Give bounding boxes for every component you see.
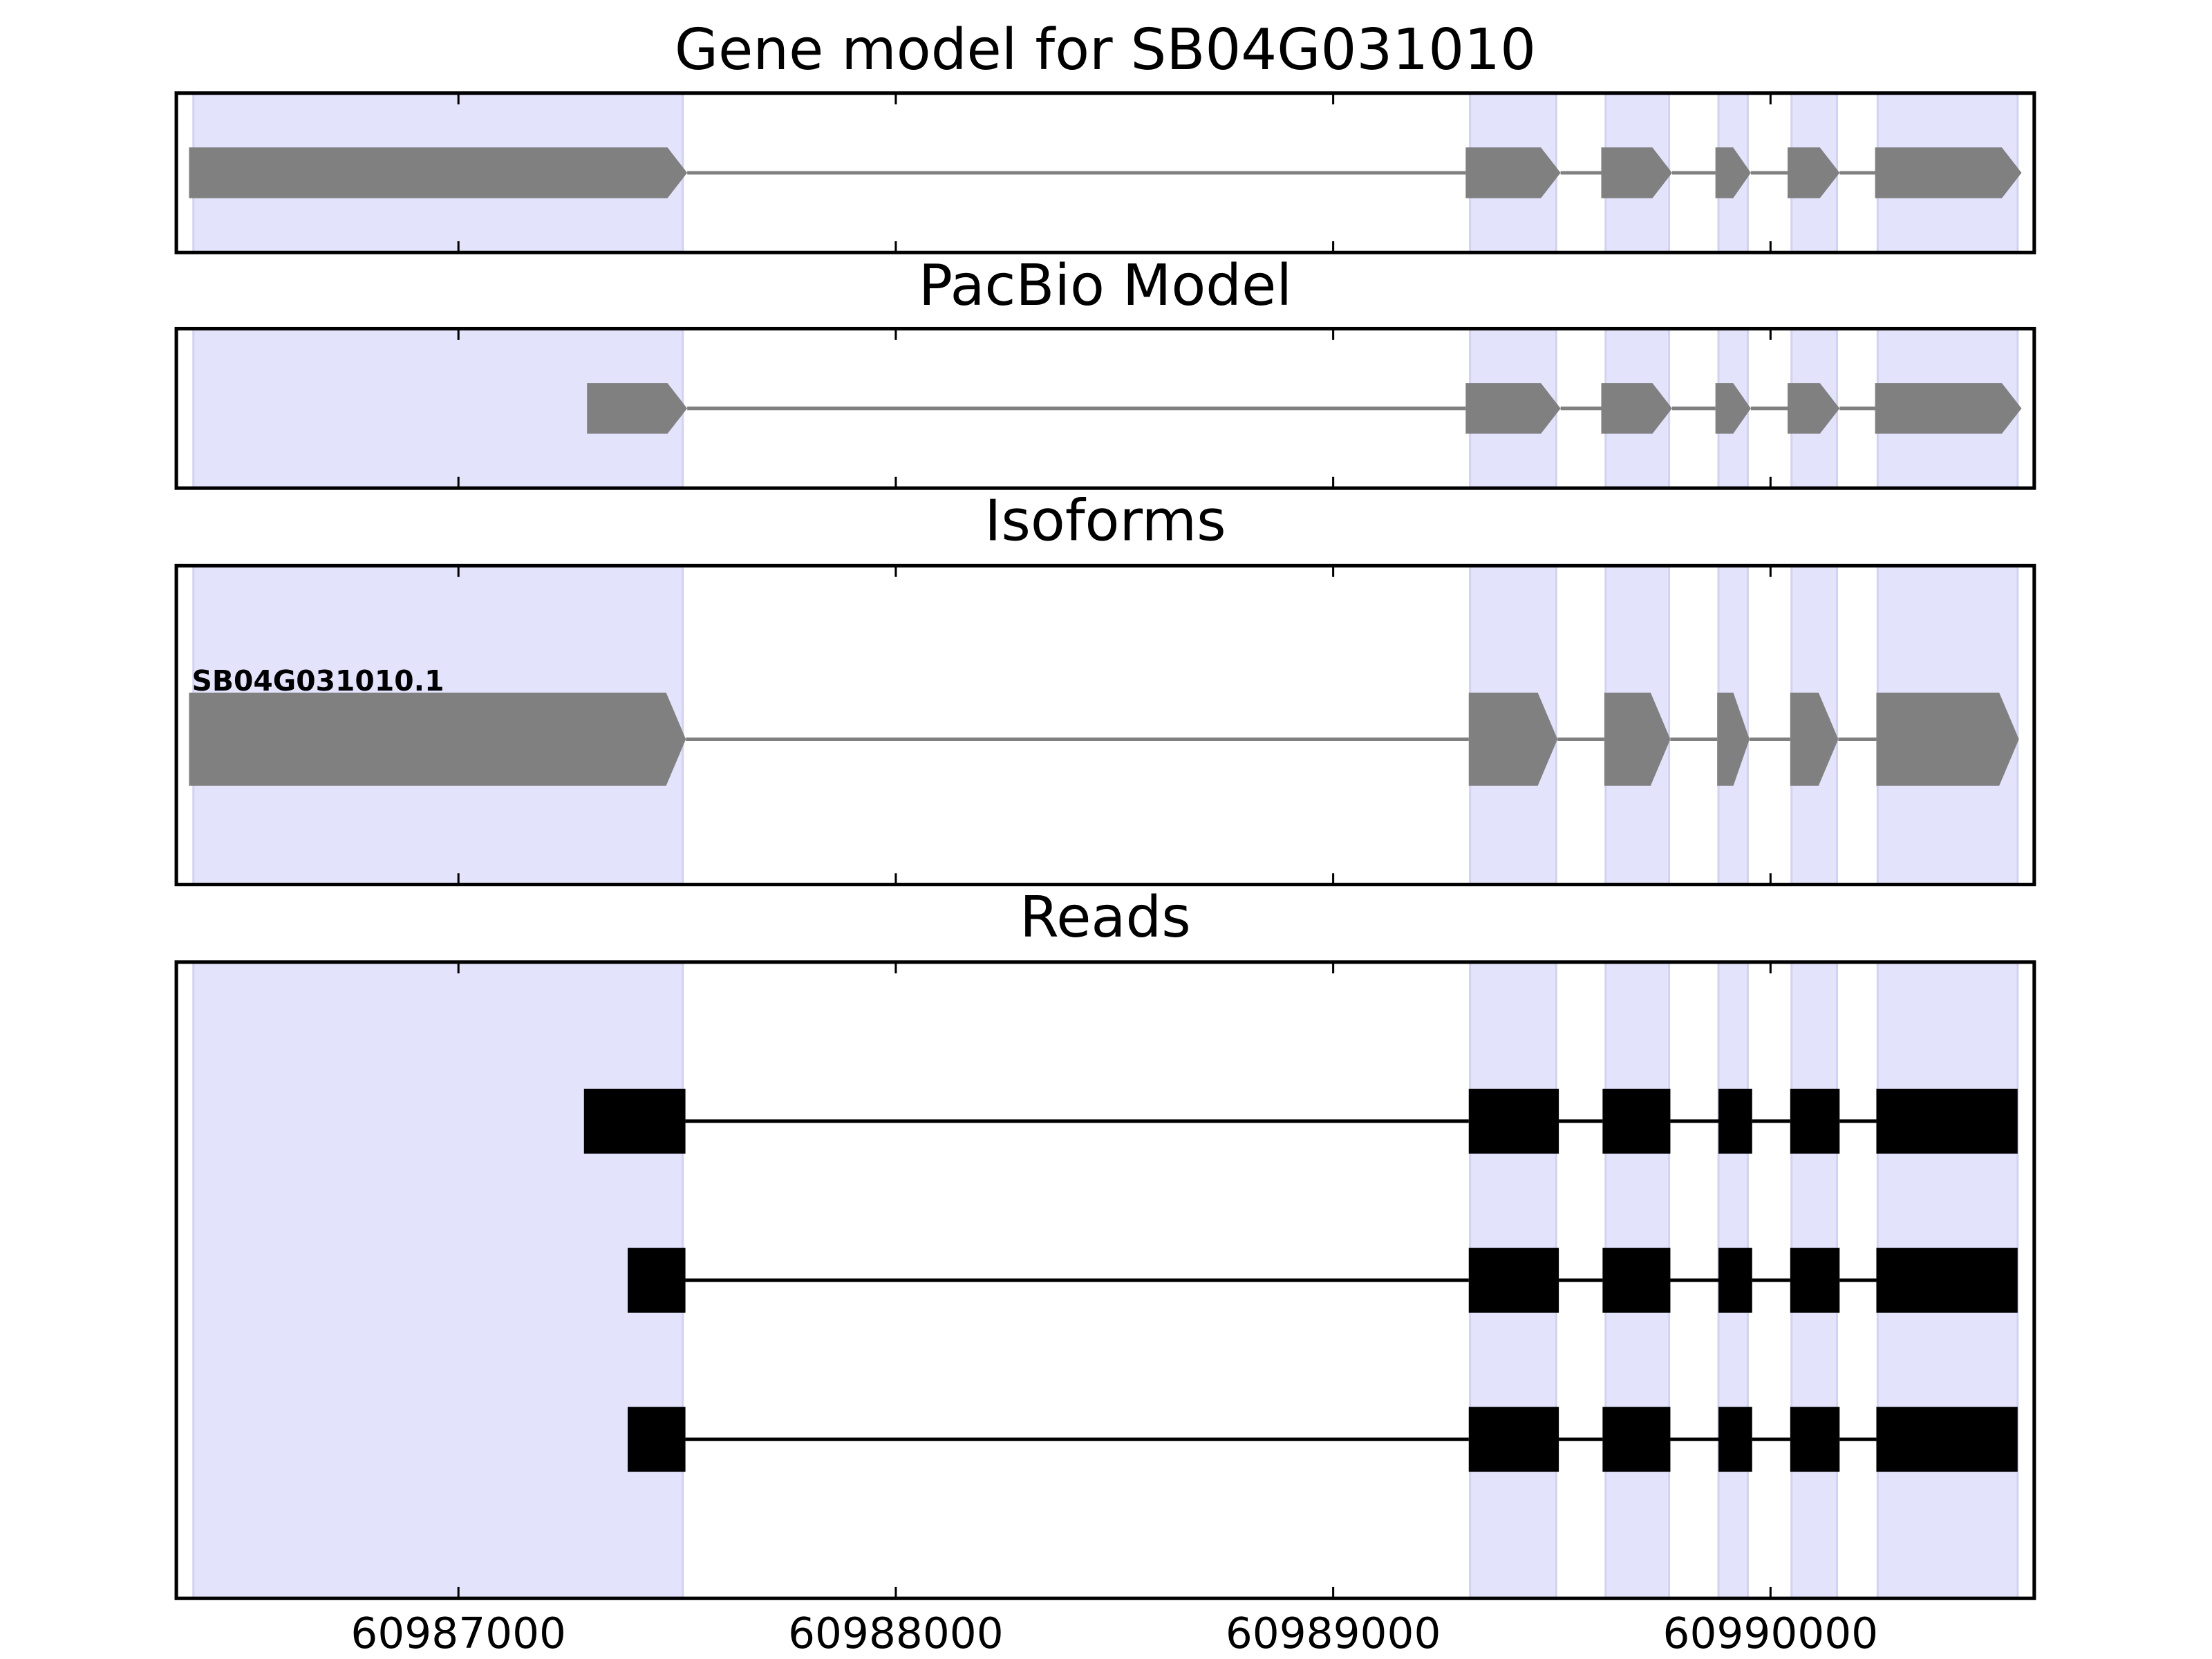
exon <box>1876 1089 2018 1154</box>
exon <box>1717 693 1750 786</box>
exon <box>1876 693 2019 786</box>
exon <box>1602 1089 1671 1154</box>
exon <box>1601 147 1672 198</box>
exon <box>1718 1248 1752 1313</box>
exon <box>1601 383 1672 434</box>
exon <box>1790 1407 1840 1472</box>
panel-title: PacBio Model <box>919 253 1292 319</box>
panel-title: Isoforms <box>984 489 1226 554</box>
exon <box>1465 147 1561 198</box>
exon <box>1602 1248 1671 1313</box>
exon <box>1718 1407 1752 1472</box>
exon <box>1788 383 1840 434</box>
exon <box>1468 1248 1559 1313</box>
panel-title: Reads <box>1020 885 1191 950</box>
exon <box>1875 147 2022 198</box>
x-tick-label: 60987000 <box>350 1609 566 1658</box>
x-tick-label: 60989000 <box>1226 1609 1441 1658</box>
x-tick-label: 60988000 <box>788 1609 1004 1658</box>
highlight-region <box>192 961 684 1600</box>
exon <box>1468 1407 1559 1472</box>
exon <box>587 383 688 434</box>
panel-frame <box>174 563 2036 887</box>
panel-frame <box>174 960 2036 1600</box>
exon <box>583 1089 686 1154</box>
exon <box>189 693 686 786</box>
exon <box>628 1248 686 1313</box>
exon <box>1790 1248 1840 1313</box>
exon <box>1790 1089 1840 1154</box>
exon <box>1468 693 1558 786</box>
exon <box>628 1407 686 1472</box>
panel-title: Gene model for SB04G031010 <box>675 17 1536 83</box>
exon <box>1875 383 2022 434</box>
exon <box>1465 383 1561 434</box>
exon <box>1876 1248 2018 1313</box>
exon <box>1468 1089 1559 1154</box>
exon <box>1876 1407 2018 1472</box>
exon <box>189 147 688 198</box>
panel-frame <box>174 91 2036 254</box>
panel-frame <box>174 326 2036 490</box>
exon <box>1718 1089 1752 1154</box>
exon <box>1602 1407 1671 1472</box>
exon <box>1604 693 1671 786</box>
exon <box>1790 693 1839 786</box>
x-tick-label: 60990000 <box>1663 1609 1879 1658</box>
isoform-label: SB04G031010.1 <box>192 664 444 697</box>
exon <box>1788 147 1840 198</box>
